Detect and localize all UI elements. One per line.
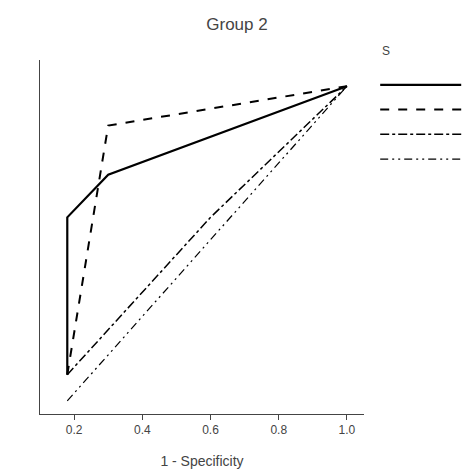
- svg-text:1.0: 1.0: [339, 423, 356, 437]
- svg-text:0.4: 0.4: [134, 423, 151, 437]
- svg-text:1 - Specificity: 1 - Specificity: [160, 453, 243, 469]
- svg-text:0.2: 0.2: [66, 423, 83, 437]
- svg-text:0.8: 0.8: [270, 423, 287, 437]
- svg-text:0.6: 0.6: [202, 423, 219, 437]
- svg-text:Group 2: Group 2: [206, 15, 267, 34]
- svg-text:S: S: [382, 44, 390, 58]
